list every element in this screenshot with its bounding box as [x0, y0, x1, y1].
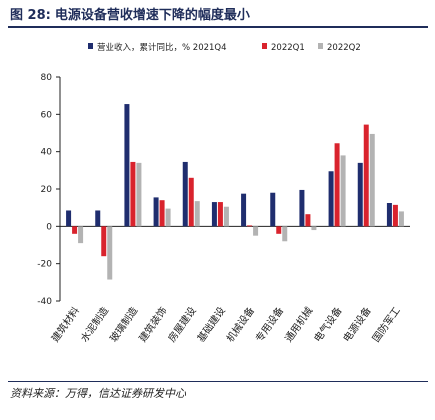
bar-2022q1-1 — [101, 226, 107, 257]
title-rule — [8, 26, 428, 28]
legend-swatch-0 — [88, 43, 93, 49]
bar-2022q1-2 — [130, 161, 136, 227]
y-tick-label: 80 — [41, 73, 53, 83]
x-tick-label: 专用设备 — [253, 304, 287, 344]
x-tick-label: 房屋建设 — [165, 304, 199, 344]
bar-2022q1-11 — [392, 204, 398, 227]
bar-chart: 营业收入，累计同比，% 2021Q4 2022Q1 2022Q2 80 60 40 20 0… — [37, 42, 410, 344]
legend-label-2: 2022Q2 — [327, 43, 361, 53]
bar-2022q1-7 — [276, 226, 282, 234]
legend-label-0: 营业收入，累计同比，% 2021Q4 — [97, 42, 227, 53]
x-tick-label: 基础建设 — [194, 304, 228, 344]
legend-label-1: 2022Q1 — [271, 43, 305, 53]
bar-2021q4-9 — [328, 171, 334, 227]
x-tick-label: 电气设备 — [311, 304, 345, 344]
bar-2021q4-3 — [153, 197, 159, 227]
bar-2022q1-10 — [363, 124, 369, 227]
bar-2021q4-4 — [182, 161, 188, 227]
y-axis: 80 60 40 20 0 -20 -40 — [37, 73, 410, 307]
bar-2022q2-8 — [311, 226, 317, 231]
bar-2022q1-6 — [247, 225, 253, 227]
y-tick-label: -20 — [37, 260, 52, 270]
bar-2021q4-1 — [95, 210, 101, 227]
bar-2021q4-6 — [241, 193, 247, 227]
bar-2022q1-0 — [72, 226, 78, 234]
bar-2021q4-8 — [299, 189, 305, 227]
bar-2022q2-2 — [136, 162, 142, 227]
y-tick-label: 20 — [41, 185, 53, 195]
bar-2021q4-0 — [66, 210, 72, 227]
bar-2022q2-1 — [107, 226, 113, 280]
bar-2022q2-3 — [165, 208, 171, 227]
source-rule — [8, 381, 428, 382]
bar-2022q2-6 — [253, 226, 259, 236]
bar-2022q2-11 — [398, 211, 404, 227]
bar-2022q1-8 — [305, 214, 311, 227]
figure-number: 图 28: — [10, 8, 51, 23]
bar-2022q1-3 — [159, 200, 165, 227]
bar-2022q2-7 — [282, 226, 288, 242]
bar-2022q2-0 — [78, 226, 84, 244]
y-tick-label: -40 — [37, 297, 52, 307]
x-tick-label: 水泥制造 — [78, 304, 112, 344]
bar-2022q2-4 — [194, 201, 200, 227]
bar-2021q4-7 — [270, 192, 276, 227]
x-tick-label: 机械设备 — [223, 304, 257, 344]
figure-title-text: 电源设备营收增速下降的幅度最小 — [54, 8, 250, 23]
x-axis-labels: 建筑材料水泥制造玻璃制造建筑装饰房屋建设基础建设机械设备专用设备通用机械电气设备… — [48, 304, 402, 344]
legend: 营业收入，累计同比，% 2021Q4 2022Q1 2022Q2 — [88, 42, 361, 53]
x-tick-label: 电源设备 — [340, 304, 374, 344]
figure-title: 图 28: 电源设备营收增速下降的幅度最小 — [10, 4, 250, 23]
bars — [66, 104, 404, 280]
bar-2022q2-10 — [369, 133, 375, 227]
bar-2021q4-2 — [124, 104, 130, 227]
y-tick-label: 40 — [41, 148, 53, 158]
x-tick-label: 建筑装饰 — [136, 304, 170, 344]
source-note: 资料来源：万得，信达证券研发中心 — [10, 387, 186, 400]
legend-swatch-2 — [318, 43, 323, 49]
bar-2021q4-5 — [211, 202, 217, 227]
x-tick-label: 建筑材料 — [48, 304, 82, 344]
bar-2022q1-4 — [188, 177, 194, 227]
bar-2022q2-9 — [340, 155, 346, 227]
bar-2022q1-5 — [217, 202, 223, 227]
bar-2021q4-11 — [386, 203, 392, 227]
x-tick-label: 玻璃制造 — [107, 304, 141, 344]
x-tick-label: 通用机械 — [282, 304, 316, 344]
legend-swatch-1 — [262, 43, 267, 49]
y-tick-label: 0 — [46, 222, 52, 232]
x-tick-label: 国防军工 — [369, 304, 403, 344]
bar-2022q2-5 — [223, 206, 229, 227]
bar-2022q1-9 — [334, 143, 340, 227]
bar-2021q4-10 — [357, 162, 363, 227]
y-tick-label: 60 — [41, 110, 53, 120]
